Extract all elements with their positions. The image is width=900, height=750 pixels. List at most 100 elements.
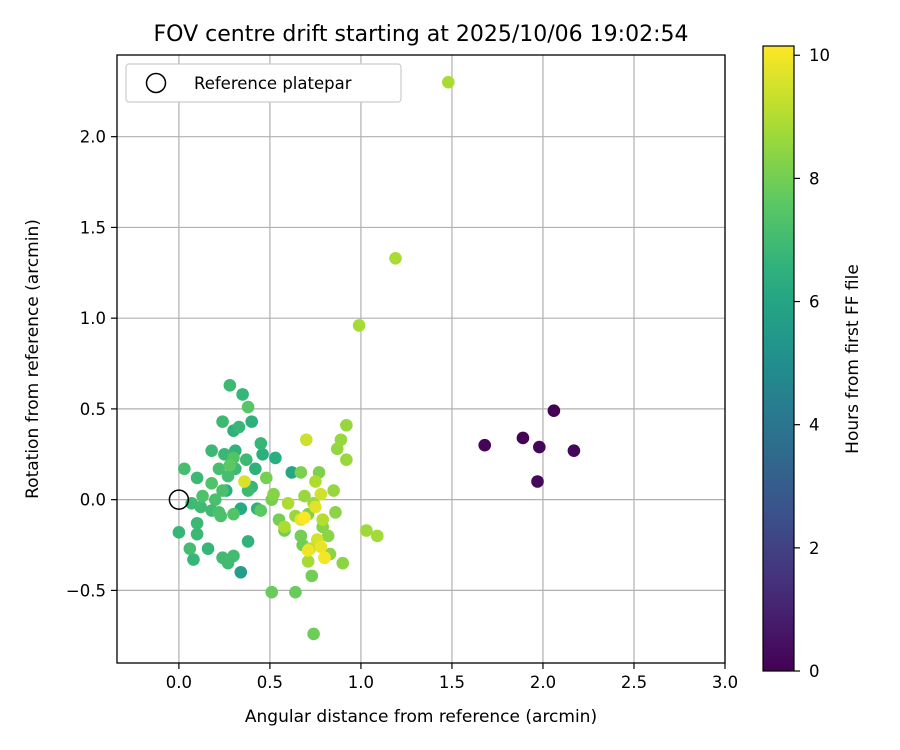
x-tick-label: 3.0 <box>712 673 738 692</box>
data-point <box>236 388 249 401</box>
legend-marker <box>145 72 167 94</box>
data-point <box>301 555 315 568</box>
data-points <box>172 75 581 641</box>
data-point <box>321 529 335 543</box>
data-point <box>223 379 237 392</box>
plot-frame <box>116 54 726 664</box>
data-point <box>190 516 204 530</box>
data-point <box>172 526 186 539</box>
colorbar-tick-label: 2 <box>809 539 820 558</box>
data-point <box>294 529 308 543</box>
data-point <box>227 549 240 563</box>
data-point <box>205 477 218 490</box>
y-tick-label: 0.5 <box>80 400 106 419</box>
reference-platepar-marker <box>168 489 190 510</box>
y-tick-label: 2.0 <box>80 128 106 147</box>
data-point <box>371 529 384 543</box>
colorbar-tick-label: 0 <box>809 662 820 681</box>
data-point <box>187 553 200 566</box>
data-point <box>336 556 350 570</box>
data-point <box>533 440 546 454</box>
data-point <box>227 507 240 521</box>
data-point <box>298 489 311 503</box>
data-point <box>305 569 319 583</box>
x-axis-label: Angular distance from reference (arcmin) <box>245 707 597 727</box>
y-tick-label: 1.0 <box>80 309 106 328</box>
legend-box <box>125 63 402 103</box>
data-point <box>241 535 255 548</box>
data-point <box>327 484 340 497</box>
data-point <box>196 489 209 503</box>
data-point <box>442 75 455 89</box>
data-point <box>340 418 353 432</box>
data-point <box>309 475 322 488</box>
data-point <box>340 453 353 467</box>
colorbar-label: Hours from first FF file <box>843 264 863 454</box>
data-point <box>190 471 204 485</box>
data-point <box>516 431 530 445</box>
data-point <box>334 433 348 447</box>
data-point <box>567 444 581 457</box>
colorbar-tick-label: 6 <box>809 293 820 312</box>
data-point <box>205 444 218 457</box>
data-point <box>178 462 191 476</box>
y-tick-label: 1.5 <box>80 218 106 237</box>
data-point <box>249 462 262 476</box>
data-point <box>360 524 373 537</box>
data-point <box>245 415 259 428</box>
data-point <box>478 438 492 452</box>
data-point <box>234 565 248 579</box>
chart-title: FOV centre drift starting at 2025/10/06 … <box>154 22 689 47</box>
data-point <box>256 447 269 461</box>
data-point <box>254 504 268 517</box>
legend: Reference platepar <box>125 63 402 103</box>
data-point <box>531 475 544 488</box>
data-point <box>254 437 268 450</box>
data-point <box>208 493 222 506</box>
x-tick-label: 1.0 <box>348 673 374 692</box>
colorbar: 0 2 4 6 8 10 <box>762 45 830 681</box>
data-point <box>318 551 331 565</box>
data-point <box>352 319 366 332</box>
data-point <box>289 585 302 599</box>
y-tick-label: −0.5 <box>66 581 106 600</box>
colorbar-tick-label: 10 <box>809 46 830 65</box>
data-point <box>216 415 229 428</box>
x-tick-label: 2.5 <box>621 673 647 692</box>
data-point <box>285 466 299 479</box>
data-point <box>547 404 561 418</box>
data-point <box>329 506 342 519</box>
data-point <box>298 511 311 525</box>
data-point <box>316 513 330 526</box>
data-point <box>221 469 235 483</box>
data-point <box>241 400 255 414</box>
data-point <box>267 487 280 501</box>
data-point <box>190 527 204 541</box>
colorbar-tick-label: 4 <box>809 416 820 435</box>
colorbar-gradient <box>762 45 795 672</box>
data-point <box>265 585 279 599</box>
data-point <box>389 251 402 265</box>
data-point <box>307 627 320 641</box>
data-point <box>301 544 315 557</box>
x-tick-label: 2.0 <box>530 673 556 692</box>
data-point <box>314 540 328 554</box>
data-point <box>314 487 328 501</box>
data-point <box>259 471 273 485</box>
data-point <box>223 458 237 472</box>
x-tick-label: 0.5 <box>257 673 283 692</box>
x-axis-ticks: 0.0 0.5 1.0 1.5 2.0 2.5 3.0 <box>166 663 738 692</box>
data-point <box>238 475 251 488</box>
data-point <box>201 542 215 555</box>
data-point <box>232 420 246 434</box>
y-axis-label: Rotation from reference (arcmin) <box>23 219 43 499</box>
data-point <box>281 496 295 510</box>
data-point <box>214 509 228 523</box>
grid <box>117 55 726 663</box>
colorbar-tick-label: 8 <box>809 169 820 188</box>
data-point <box>216 484 229 497</box>
x-tick-label: 1.5 <box>439 673 465 692</box>
y-axis-ticks: −0.5 0.0 0.5 1.0 1.5 2.0 <box>66 128 117 600</box>
data-point <box>269 451 282 465</box>
